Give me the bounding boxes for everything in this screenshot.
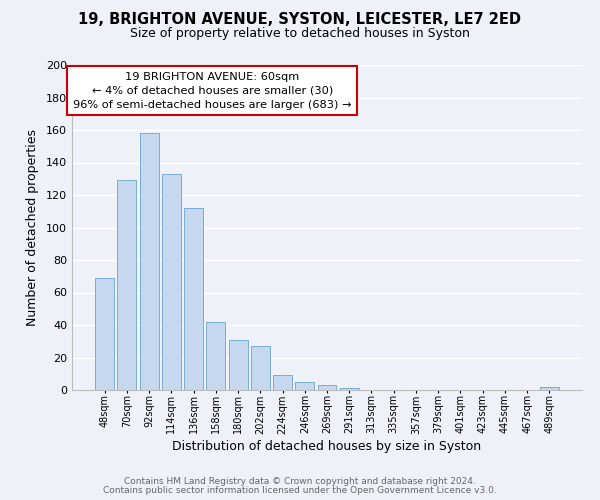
Bar (184, 208, 203, 390)
Text: Size of property relative to detached houses in Syston: Size of property relative to detached ho… (130, 28, 470, 40)
Bar (206, 322, 225, 390)
Bar (273, 376, 292, 390)
Bar (251, 346, 270, 390)
Bar (118, 180, 136, 390)
Bar (140, 133, 158, 390)
Bar (95, 278, 114, 390)
Text: 19 BRIGHTON AVENUE: 60sqm
← 4% of detached houses are smaller (30)
96% of semi-d: 19 BRIGHTON AVENUE: 60sqm ← 4% of detach… (73, 72, 352, 110)
Text: Contains HM Land Registry data © Crown copyright and database right 2024.: Contains HM Land Registry data © Crown c… (124, 477, 476, 486)
Text: Contains public sector information licensed under the Open Government Licence v3: Contains public sector information licen… (103, 486, 497, 495)
Bar (340, 388, 359, 390)
Y-axis label: Number of detached properties: Number of detached properties (26, 129, 39, 326)
X-axis label: Distribution of detached houses by size in Syston: Distribution of detached houses by size … (172, 440, 482, 454)
Bar (540, 387, 559, 390)
Text: 19, BRIGHTON AVENUE, SYSTON, LEICESTER, LE7 2ED: 19, BRIGHTON AVENUE, SYSTON, LEICESTER, … (79, 12, 521, 28)
Bar (317, 385, 337, 390)
Bar (162, 174, 181, 390)
Bar (229, 340, 248, 390)
Bar (295, 382, 314, 390)
